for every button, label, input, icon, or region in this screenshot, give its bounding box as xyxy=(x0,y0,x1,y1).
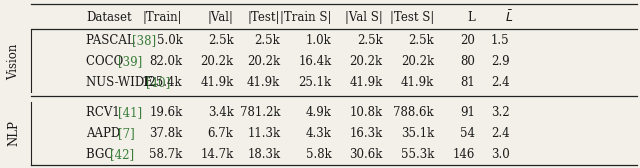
Text: 58.7k: 58.7k xyxy=(149,148,182,161)
Text: |Test S|: |Test S| xyxy=(390,11,434,24)
Text: 20.2k: 20.2k xyxy=(247,55,280,68)
Text: [41]: [41] xyxy=(118,106,141,119)
Text: 788.6k: 788.6k xyxy=(394,106,434,119)
Text: 2.4: 2.4 xyxy=(491,127,509,140)
Text: Vision: Vision xyxy=(8,43,20,79)
Text: 37.8k: 37.8k xyxy=(149,127,182,140)
Text: 2.5k: 2.5k xyxy=(255,34,280,47)
Text: 3.4k: 3.4k xyxy=(208,106,234,119)
Text: L: L xyxy=(467,11,475,24)
Text: $\bar{L}$: $\bar{L}$ xyxy=(505,10,514,25)
Text: 2.4: 2.4 xyxy=(491,76,509,89)
Text: 20: 20 xyxy=(460,34,475,47)
Text: 3.0: 3.0 xyxy=(491,148,509,161)
Text: 41.9k: 41.9k xyxy=(200,76,234,89)
Text: 20.2k: 20.2k xyxy=(349,55,383,68)
Text: 4.9k: 4.9k xyxy=(306,106,332,119)
Text: 35.1k: 35.1k xyxy=(401,127,434,140)
Text: 30.6k: 30.6k xyxy=(349,148,383,161)
Text: 146: 146 xyxy=(452,148,475,161)
Text: 55.3k: 55.3k xyxy=(401,148,434,161)
Text: 20.2k: 20.2k xyxy=(200,55,234,68)
Text: 19.6k: 19.6k xyxy=(149,106,182,119)
Text: 1.5: 1.5 xyxy=(491,34,509,47)
Text: 80: 80 xyxy=(460,55,475,68)
Text: 82.0k: 82.0k xyxy=(149,55,182,68)
Text: |Val S|: |Val S| xyxy=(345,11,383,24)
Text: 2.5k: 2.5k xyxy=(357,34,383,47)
Text: Dataset: Dataset xyxy=(86,11,132,24)
Text: 20.2k: 20.2k xyxy=(401,55,434,68)
Text: 81: 81 xyxy=(460,76,475,89)
Text: 4.3k: 4.3k xyxy=(306,127,332,140)
Text: 18.3k: 18.3k xyxy=(247,148,280,161)
Text: [38]: [38] xyxy=(132,34,156,47)
Text: 125.4k: 125.4k xyxy=(142,76,182,89)
Text: 11.3k: 11.3k xyxy=(247,127,280,140)
Text: 41.9k: 41.9k xyxy=(349,76,383,89)
Text: 41.9k: 41.9k xyxy=(401,76,434,89)
Text: NUS-WIDE: NUS-WIDE xyxy=(86,76,157,89)
Text: 54: 54 xyxy=(460,127,475,140)
Text: [40]: [40] xyxy=(147,76,170,89)
Text: PASCAL: PASCAL xyxy=(86,34,139,47)
Text: COCO: COCO xyxy=(86,55,127,68)
Text: AAPD: AAPD xyxy=(86,127,124,140)
Text: 25.1k: 25.1k xyxy=(298,76,332,89)
Text: [7]: [7] xyxy=(118,127,134,140)
Text: 16.4k: 16.4k xyxy=(298,55,332,68)
Text: 781.2k: 781.2k xyxy=(240,106,280,119)
Text: 10.8k: 10.8k xyxy=(349,106,383,119)
Text: 3.2: 3.2 xyxy=(491,106,509,119)
Text: 91: 91 xyxy=(460,106,475,119)
Text: RCV1: RCV1 xyxy=(86,106,124,119)
Text: 2.5k: 2.5k xyxy=(208,34,234,47)
Text: |Test|: |Test| xyxy=(248,11,280,24)
Text: 2.5k: 2.5k xyxy=(408,34,434,47)
Text: 2.9: 2.9 xyxy=(491,55,509,68)
Text: |Train|: |Train| xyxy=(143,11,182,24)
Text: |Train S|: |Train S| xyxy=(280,11,332,24)
Text: [42]: [42] xyxy=(111,148,134,161)
Text: NLP: NLP xyxy=(8,121,20,146)
Text: BGC: BGC xyxy=(86,148,118,161)
Text: 5.0k: 5.0k xyxy=(157,34,182,47)
Text: 16.3k: 16.3k xyxy=(349,127,383,140)
Text: [39]: [39] xyxy=(118,55,142,68)
Text: 1.0k: 1.0k xyxy=(306,34,332,47)
Text: |Val|: |Val| xyxy=(208,11,234,24)
Text: 14.7k: 14.7k xyxy=(200,148,234,161)
Text: 6.7k: 6.7k xyxy=(208,127,234,140)
Text: 5.8k: 5.8k xyxy=(306,148,332,161)
Text: 41.9k: 41.9k xyxy=(247,76,280,89)
